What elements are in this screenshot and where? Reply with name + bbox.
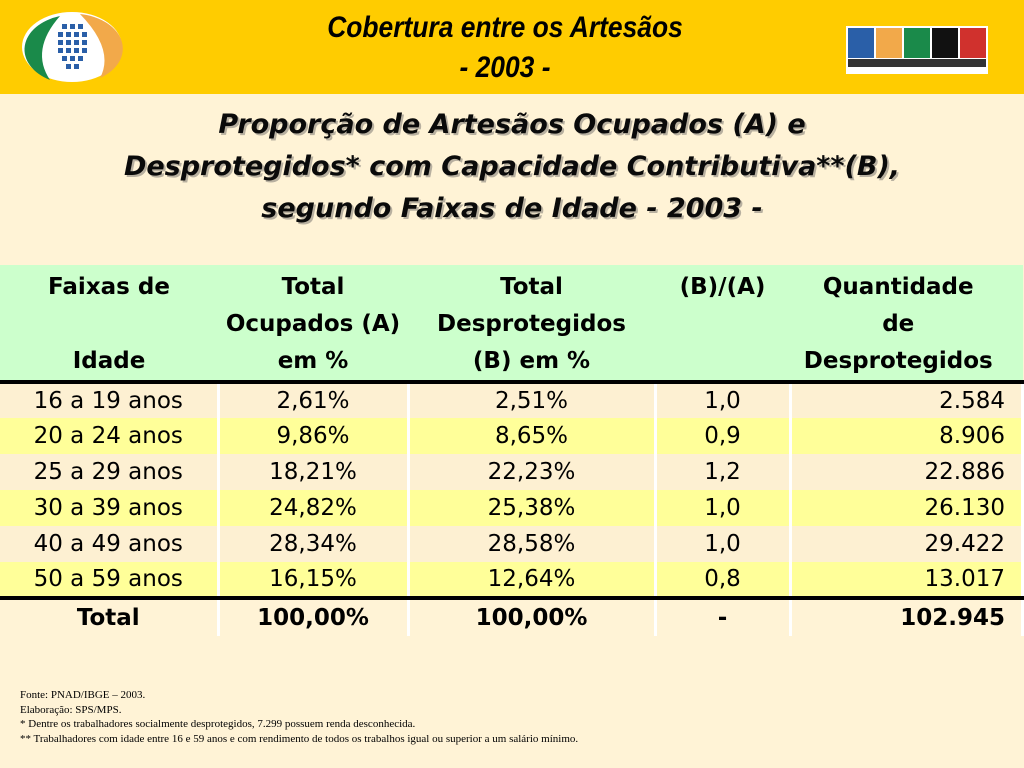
heading-line-2: Desprotegidos* com Capacidade Contributi… <box>123 151 901 182</box>
table-cell: 0,8 <box>655 562 792 598</box>
footnotes: Fonte: PNAD/IBGE – 2003. Elaboração: SPS… <box>20 688 578 746</box>
table-cell: 0,9 <box>655 418 792 454</box>
column-header-line: (B) em % <box>472 348 591 374</box>
table-cell: 1,0 <box>655 382 792 418</box>
table-cell: 50 a 59 anos <box>0 562 220 598</box>
column-header-line <box>655 343 790 380</box>
footnote-2: ** Trabalhadores com idade entre 16 e 59… <box>20 732 579 745</box>
table-cell: 30 a 39 anos <box>0 490 220 526</box>
table-cell: 12,64% <box>408 562 657 598</box>
table-cell: 28,58% <box>408 526 657 562</box>
heading-line-3: segundo Faixas de Idade - 2003 - <box>261 193 763 224</box>
table-cell: 29.422 <box>790 526 1024 562</box>
column-header-line: de <box>882 311 915 337</box>
column-header-line: em % <box>277 348 349 374</box>
footnote-elaboration: Elaboração: SPS/MPS. <box>20 703 122 716</box>
column-header-line: (B)/(A) <box>679 274 766 300</box>
column-header: Total Ocupados (A) em % <box>218 265 408 384</box>
table-cell: 22,23% <box>408 454 657 490</box>
footnote-source: Fonte: PNAD/IBGE – 2003. <box>20 689 146 701</box>
total-cell: 100,00% <box>218 596 410 636</box>
total-cell: 100,00% <box>408 596 657 636</box>
column-header-line: Desprotegidos <box>803 348 993 374</box>
total-cell: 102.945 <box>790 596 1024 636</box>
table-cell: 25,38% <box>408 490 657 526</box>
column-header-line: Desprotegidos <box>437 311 626 337</box>
table-row: 40 a 49 anos 28,34% 28,58% 1,0 29.422 <box>0 526 1024 562</box>
column-header: Quantidade de Desprotegidos <box>790 265 1023 384</box>
table-row: 16 a 19 anos 2,61% 2,51% 1,0 2.584 <box>0 382 1024 418</box>
table-row: 20 a 24 anos 9,86% 8,65% 0,9 8.906 <box>0 418 1024 454</box>
table-cell: 2,61% <box>218 382 410 418</box>
table-row: 50 a 59 anos 16,15% 12,64% 0,8 13.017 <box>0 562 1024 598</box>
table-cell: 1,0 <box>655 526 792 562</box>
table-cell: 8.906 <box>790 418 1024 454</box>
table-cell: 26.130 <box>790 490 1024 526</box>
table-cell: 1,2 <box>655 454 792 490</box>
column-header-line <box>0 306 218 343</box>
table-cell: 8,65% <box>408 418 657 454</box>
table-cell: 24,82% <box>218 490 410 526</box>
table-cell: 22.886 <box>790 454 1024 490</box>
table-cell: 25 a 29 anos <box>0 454 220 490</box>
table-cell: 40 a 49 anos <box>0 526 220 562</box>
column-header-line <box>655 306 790 343</box>
footnote-1: * Dentre os trabalhadores socialmente de… <box>20 718 416 730</box>
table-row: 30 a 39 anos 24,82% 25,38% 1,0 26.130 <box>0 490 1024 526</box>
column-header: Total Desprotegidos (B) em % <box>408 265 655 384</box>
table-cell: 28,34% <box>218 526 410 562</box>
column-header: Faixas de Idade <box>0 265 218 384</box>
table-cell: 18,21% <box>218 454 410 490</box>
data-table: Faixas de Idade Total Ocupados (A) em % Total… <box>0 265 1024 636</box>
column-header-line: Faixas de <box>48 274 170 300</box>
column-header-line: Total <box>281 274 345 300</box>
table-cell: 2,51% <box>408 382 657 418</box>
table-cell: 16 a 19 anos <box>0 382 220 418</box>
table-cell: 1,0 <box>655 490 792 526</box>
table-cell: 9,86% <box>218 418 410 454</box>
previdencia-logo <box>22 12 123 82</box>
table-row: 25 a 29 anos 18,21% 22,23% 1,2 22.886 <box>0 454 1024 490</box>
total-cell: Total <box>0 596 220 636</box>
brasil-governo-federal-logo <box>846 26 988 74</box>
column-header-line: Quantidade <box>822 274 974 300</box>
slide-title: Cobertura entre os Artesãos - 2003 - <box>254 8 756 88</box>
table-cell: 20 a 24 anos <box>0 418 220 454</box>
table-cell: 13.017 <box>790 562 1024 598</box>
total-cell: - <box>655 596 792 636</box>
heading-line-1: Proporção de Artesãos Ocupados (A) e <box>218 109 806 140</box>
table-heading: Proporção de Artesãos Ocupados (A) e Des… <box>30 104 994 230</box>
slide-header: Cobertura entre os Artesãos - 2003 - <box>0 0 1024 94</box>
total-row: Total 100,00% 100,00% -102.945 <box>0 596 1024 636</box>
column-header: (B)/(A) <box>655 265 790 384</box>
table-cell: 16,15% <box>218 562 410 598</box>
title-line-2: - 2003 - <box>459 51 551 84</box>
column-header-line: Idade <box>72 348 146 374</box>
table-cell: 2.584 <box>790 382 1024 418</box>
header-row: Faixas de Idade Total Ocupados (A) em % Total… <box>0 265 1023 384</box>
column-header-line: Total <box>500 274 563 300</box>
column-header-line: Ocupados (A) <box>225 311 401 337</box>
title-line-1: Cobertura entre os Artesãos <box>327 11 683 44</box>
